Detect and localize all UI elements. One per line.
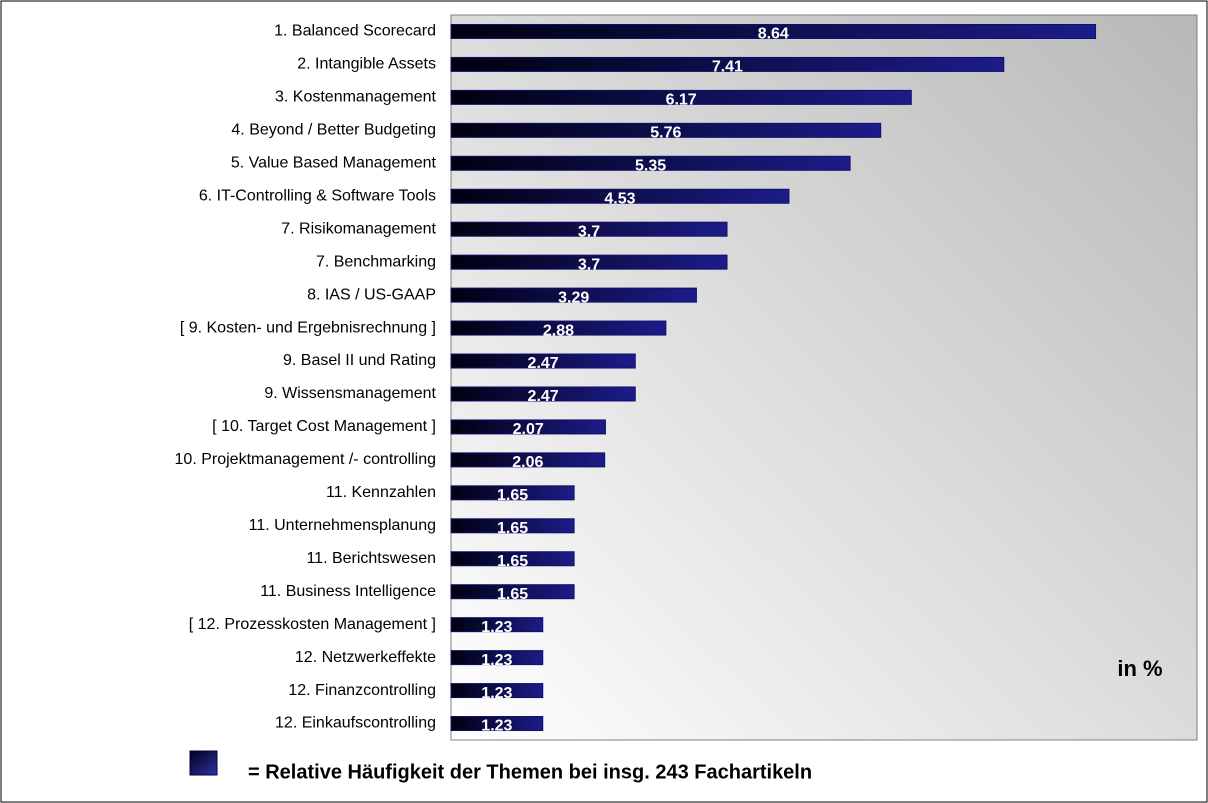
y-tick-label: 12. Finanzcontrolling bbox=[288, 682, 436, 699]
bar bbox=[450, 617, 544, 633]
unit-note: in % bbox=[1117, 656, 1162, 681]
y-tick-label: 12. Netzwerkeffekte bbox=[295, 649, 436, 666]
bar bbox=[450, 485, 575, 501]
bar bbox=[450, 89, 912, 105]
y-tick-label: 9. Wissensmanagement bbox=[264, 385, 436, 402]
y-tick-label: 9. Basel II und Rating bbox=[283, 352, 436, 369]
data-label: 1.65 bbox=[497, 553, 528, 570]
bar bbox=[450, 683, 544, 699]
legend-swatch bbox=[189, 750, 218, 776]
data-label: 2.47 bbox=[528, 388, 559, 405]
data-label: 7.41 bbox=[712, 59, 743, 76]
data-label: 1.23 bbox=[481, 685, 512, 702]
bar bbox=[450, 452, 606, 468]
y-tick-label: [ 12. Prozesskosten Management ] bbox=[189, 616, 436, 633]
data-label: 1.23 bbox=[481, 718, 512, 735]
data-label: 2.47 bbox=[528, 355, 559, 372]
bar bbox=[450, 254, 728, 270]
bar bbox=[450, 584, 575, 600]
data-label: 4.53 bbox=[604, 190, 635, 207]
data-label: 1.23 bbox=[481, 619, 512, 636]
y-tick-label: 5. Value Based Management bbox=[231, 155, 437, 172]
data-label: 8.64 bbox=[758, 26, 789, 43]
bar bbox=[450, 386, 636, 402]
data-label: 3.29 bbox=[558, 289, 589, 306]
bar bbox=[450, 419, 606, 435]
y-tick-label: [ 9. Kosten- und Ergebnisrechnung ] bbox=[180, 319, 436, 336]
y-tick-label: 7. Risikomanagement bbox=[281, 220, 436, 237]
bar bbox=[450, 518, 575, 534]
data-label: 2.07 bbox=[513, 421, 544, 438]
bar bbox=[450, 320, 667, 336]
bar bbox=[450, 155, 851, 171]
bar bbox=[450, 188, 790, 204]
bar bbox=[450, 353, 636, 369]
data-label: 2.06 bbox=[512, 454, 543, 471]
bar bbox=[450, 221, 728, 237]
data-label: 5.76 bbox=[650, 125, 681, 142]
y-tick-label: 7. Benchmarking bbox=[316, 253, 436, 270]
y-tick-label: 3. Kostenmanagement bbox=[275, 89, 437, 106]
data-label: 5.35 bbox=[635, 158, 666, 175]
y-tick-label: 10. Projektmanagement /- controlling bbox=[175, 451, 436, 468]
bar bbox=[450, 122, 882, 138]
y-tick-label: 6. IT-Controlling & Software Tools bbox=[199, 187, 436, 204]
y-tick-label: 8. IAS / US-GAAP bbox=[307, 286, 436, 303]
data-label: 1.65 bbox=[497, 520, 528, 537]
y-tick-label: 2. Intangible Assets bbox=[297, 56, 436, 73]
bar bbox=[450, 650, 544, 666]
y-tick-label: 11. Berichtswesen bbox=[306, 550, 436, 567]
y-tick-label: 11. Business Intelligence bbox=[260, 583, 436, 600]
y-tick-label: 4. Beyond / Better Budgeting bbox=[231, 122, 436, 139]
data-label: 1.23 bbox=[481, 652, 512, 669]
bar bbox=[450, 551, 575, 567]
data-label: 6.17 bbox=[666, 92, 697, 109]
data-label: 1.65 bbox=[497, 586, 528, 603]
data-label: 3.7 bbox=[578, 223, 600, 240]
data-label: 3.7 bbox=[578, 256, 600, 273]
bar bbox=[450, 23, 1097, 39]
data-label: 1.65 bbox=[497, 487, 528, 504]
bar bbox=[450, 287, 697, 303]
data-label: 2.88 bbox=[543, 322, 574, 339]
bar bbox=[450, 56, 1005, 72]
y-tick-label: 1. Balanced Scorecard bbox=[274, 23, 436, 40]
y-tick-label: 12. Einkaufscontrolling bbox=[275, 715, 436, 732]
y-tick-label: [ 10. Target Cost Management ] bbox=[212, 418, 436, 435]
y-tick-label: 11. Kennzahlen bbox=[326, 484, 436, 501]
legend-label: = Relative Häufigkeit der Themen bei ins… bbox=[248, 761, 812, 783]
bar bbox=[450, 716, 544, 732]
y-tick-label: 11. Unternehmensplanung bbox=[249, 517, 436, 534]
